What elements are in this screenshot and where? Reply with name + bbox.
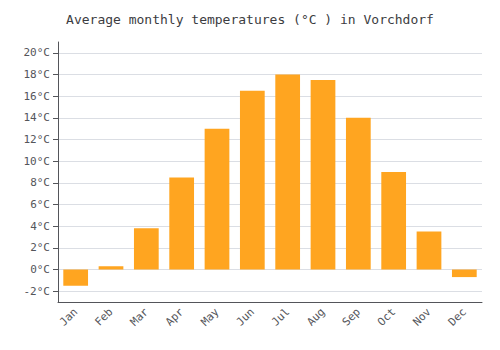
svg-text:-2°C: -2°C bbox=[24, 285, 51, 298]
svg-text:Oct: Oct bbox=[375, 305, 398, 328]
svg-text:Jun: Jun bbox=[234, 305, 257, 328]
svg-text:16°C: 16°C bbox=[24, 90, 51, 103]
svg-text:Dec: Dec bbox=[446, 305, 469, 328]
svg-text:Sep: Sep bbox=[340, 305, 363, 328]
svg-text:10°C: 10°C bbox=[24, 155, 51, 168]
svg-text:6°C: 6°C bbox=[30, 198, 50, 211]
svg-text:0°C: 0°C bbox=[30, 263, 50, 276]
svg-text:4°C: 4°C bbox=[30, 220, 50, 233]
svg-text:18°C: 18°C bbox=[24, 68, 51, 81]
svg-text:Mar: Mar bbox=[128, 305, 151, 328]
svg-text:8°C: 8°C bbox=[30, 176, 50, 189]
svg-text:May: May bbox=[198, 305, 221, 328]
svg-text:Jul: Jul bbox=[269, 305, 292, 328]
svg-text:Jan: Jan bbox=[57, 305, 80, 328]
svg-text:Nov: Nov bbox=[410, 305, 433, 328]
svg-text:20°C: 20°C bbox=[24, 46, 51, 59]
svg-text:Apr: Apr bbox=[163, 305, 186, 328]
svg-text:2°C: 2°C bbox=[30, 241, 50, 254]
svg-text:14°C: 14°C bbox=[24, 111, 51, 124]
svg-text:Aug: Aug bbox=[304, 305, 327, 328]
svg-text:12°C: 12°C bbox=[24, 133, 51, 146]
svg-text:Average monthly temperatures (: Average monthly temperatures (°C ) in Vo… bbox=[66, 12, 434, 27]
svg-text:Feb: Feb bbox=[92, 305, 115, 328]
